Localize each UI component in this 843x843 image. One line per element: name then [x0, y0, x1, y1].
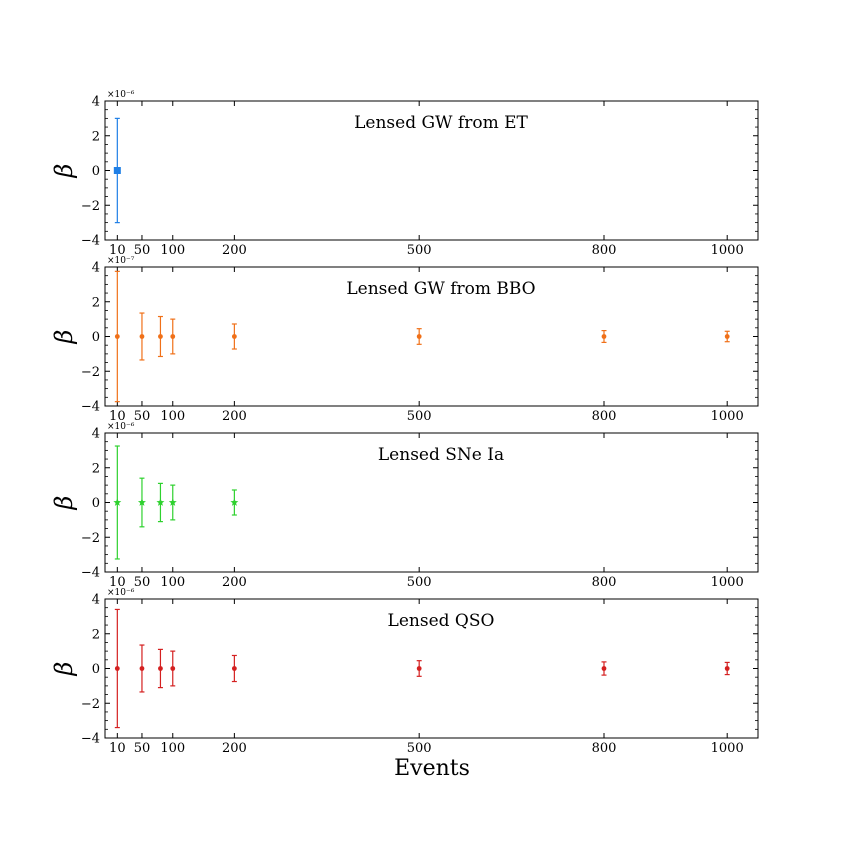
y-tick-label: −2 [81, 365, 100, 380]
x-tick-label: 50 [134, 409, 151, 424]
y-scale-label: ×10⁻⁶ [107, 588, 135, 598]
y-axis-label: β [50, 330, 78, 345]
data-point [114, 666, 120, 671]
y-axis-label: β [50, 164, 78, 179]
panel-title: Lensed GW from ET [354, 113, 528, 133]
data-point [601, 334, 607, 339]
y-scale-label: ×10⁻⁶ [107, 90, 135, 100]
x-tick-label: 10 [109, 409, 126, 424]
x-tick-label: 500 [407, 575, 432, 590]
data-point [156, 498, 165, 506]
y-tick-label: 0 [92, 164, 100, 179]
x-tick-label: 800 [592, 741, 617, 756]
y-tick-label: −2 [81, 697, 100, 712]
data-point [170, 334, 176, 339]
x-tick-label: 500 [407, 409, 432, 424]
panel-2: −4 −2 0 2 4 10 50 100 200 500 800 1000 ×10⁻⁷ β Lensed … [50, 256, 759, 424]
data-point [158, 334, 163, 339]
x-tick-label: 50 [134, 243, 151, 258]
x-tick-label: 800 [592, 243, 617, 258]
y-tick-label: 2 [92, 295, 100, 310]
x-axis-label: Events [394, 756, 470, 781]
x-tick-label: 200 [222, 243, 247, 258]
data-point [231, 334, 237, 339]
x-tick-label: 800 [592, 575, 617, 590]
x-tick-label: 100 [160, 575, 185, 590]
x-tick-label: 50 [134, 741, 151, 756]
y-tick-label: −4 [81, 566, 100, 581]
data-point [601, 666, 607, 671]
data-point [114, 334, 120, 339]
x-tick-label: 500 [407, 243, 432, 258]
data-point [137, 498, 146, 506]
x-tick-label: 200 [222, 409, 247, 424]
y-scale-label: ×10⁻⁷ [107, 256, 135, 266]
y-tick-label: −4 [81, 234, 100, 249]
x-tick-label: 100 [160, 741, 185, 756]
y-tick-label: 0 [92, 662, 100, 677]
y-tick-label: 2 [92, 129, 100, 144]
y-tick-label: −4 [81, 400, 100, 415]
data-point [724, 666, 730, 671]
x-tick-label: 1000 [711, 243, 744, 258]
x-tick-label: 10 [109, 575, 126, 590]
data-point [724, 334, 730, 339]
panel-title: Lensed GW from BBO [346, 279, 535, 299]
y-tick-label: −2 [81, 199, 100, 214]
y-tick-label: 2 [92, 627, 100, 642]
x-tick-label: 100 [160, 409, 185, 424]
y-tick-label: 2 [92, 461, 100, 476]
panel-3: −4 −2 0 2 4 10 50 100 200 500 800 1000 ×10⁻⁶ β Lensed … [50, 422, 759, 590]
panel-4: −4 −2 0 2 4 10 50 100 200 500 800 1000 ×10⁻⁶ β Lensed … [50, 588, 759, 756]
x-tick-label: 100 [160, 243, 185, 258]
y-tick-label: 4 [92, 95, 100, 110]
data-point [113, 498, 122, 506]
x-tick-label: 800 [592, 409, 617, 424]
data-point [231, 666, 237, 671]
data-point [139, 334, 145, 339]
y-tick-label: 0 [92, 330, 100, 345]
data-point [416, 666, 422, 671]
panel-title: Lensed QSO [388, 611, 495, 631]
x-tick-label: 50 [134, 575, 151, 590]
y-tick-label: −4 [81, 732, 100, 747]
y-tick-label: −2 [81, 531, 100, 546]
data-point [230, 498, 239, 506]
data-point [158, 666, 163, 671]
y-axis-label: β [50, 662, 78, 677]
panel-title: Lensed SNe Ia [378, 445, 504, 465]
x-tick-label: 200 [222, 575, 247, 590]
x-tick-label: 1000 [711, 575, 744, 590]
x-tick-label: 500 [407, 741, 432, 756]
panel-1: −4 −2 0 2 4 10 50 100 200 500 800 1000 ×10⁻⁶ β Lensed … [50, 90, 759, 258]
x-tick-label: 1000 [711, 409, 744, 424]
y-tick-label: 4 [92, 261, 100, 276]
y-tick-label: 0 [92, 496, 100, 511]
y-axis-label: β [50, 496, 78, 511]
data-point [416, 334, 422, 339]
y-tick-label: 4 [92, 593, 100, 608]
data-point [139, 666, 145, 671]
y-tick-label: 4 [92, 427, 100, 442]
data-point [170, 666, 176, 671]
data-point [113, 167, 121, 174]
x-tick-label: 1000 [711, 741, 744, 756]
x-tick-label: 10 [109, 243, 126, 258]
x-tick-label: 10 [109, 741, 126, 756]
x-tick-label: 200 [222, 741, 247, 756]
data-point [168, 498, 177, 506]
y-scale-label: ×10⁻⁶ [107, 422, 135, 432]
